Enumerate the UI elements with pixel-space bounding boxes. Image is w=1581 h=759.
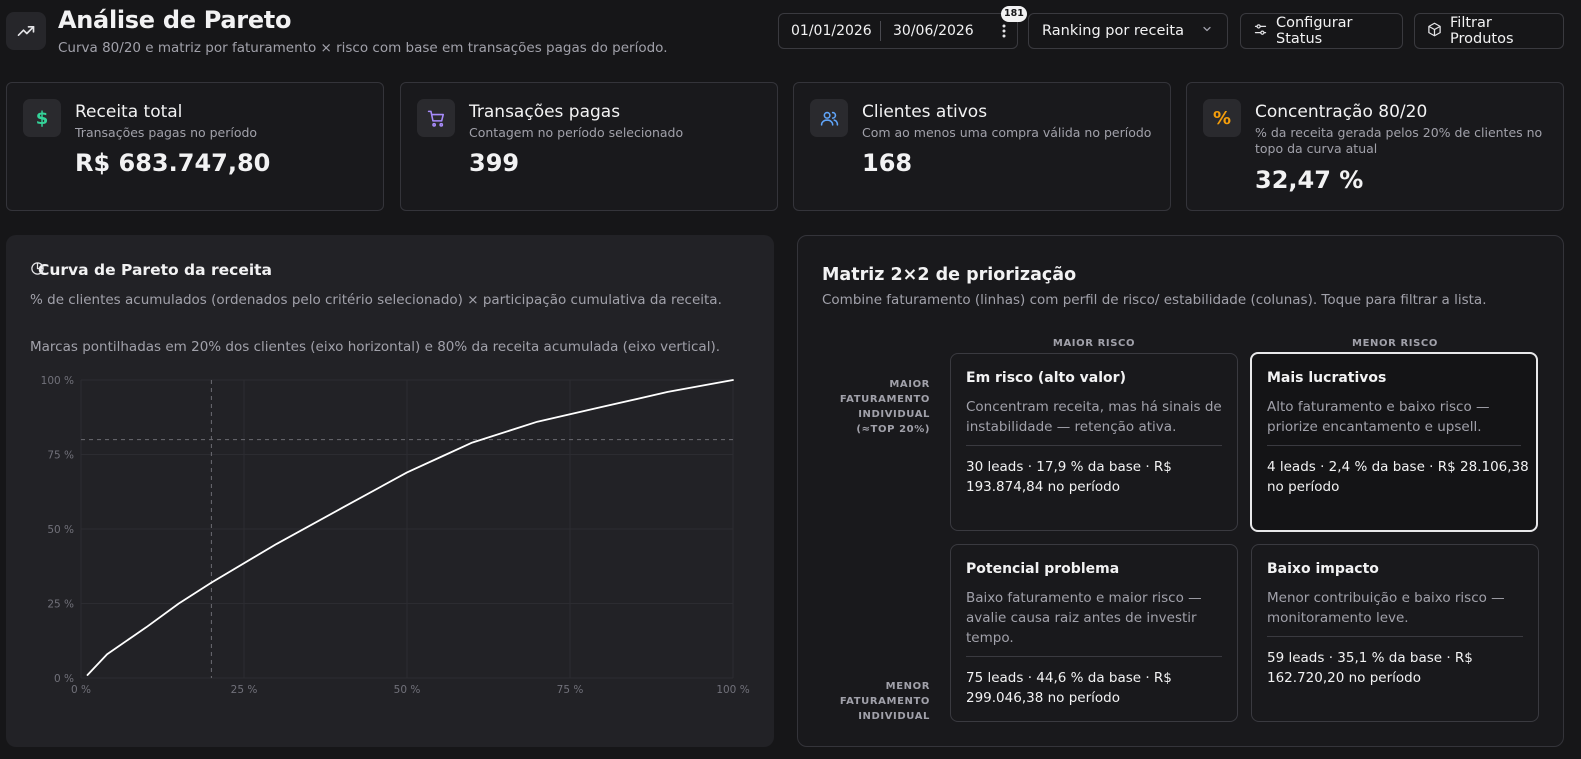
filter-products-button[interactable]: Filtrar Produtos [1414,13,1564,49]
cell-divider [966,656,1222,657]
column-header-low-risk: MENOR RISCO [1352,338,1438,349]
cell-stats: 75 leads · 44,6 % da base · R$ 299.046,3… [966,670,1172,706]
more-vertical-icon[interactable] [991,14,1017,48]
cell-divider [966,445,1222,446]
cell-title: Em risco (alto valor) [966,370,1126,386]
kpi-card-concentration: % Concentração 80/20 % da receita gerada… [1186,82,1564,211]
chart-note: Marcas pontilhadas em 20% dos clientes (… [30,339,720,355]
configure-status-button[interactable]: Configurar Status [1240,13,1403,49]
page-title: Análise de Pareto [58,6,292,34]
y-tick-label: 0 % [54,673,74,685]
y-tick-label: 25 % [47,599,74,611]
column-header-high-risk: MAIOR RISCO [1052,338,1136,349]
row-header-low-revenue: MENOR FATURAMENTO INDIVIDUAL [839,681,930,722]
matrix-description: Combine faturamento (linhas) com perfil … [822,292,1487,308]
chart-description: % de clientes acumulados (ordenados pelo… [30,292,722,308]
configure-status-label: Configurar Status [1276,15,1353,47]
kpi-subtitle: Com ao menos uma compra válida no períod… [862,125,1152,140]
cell-title: Baixo impacto [1267,561,1379,577]
cell-description: Baixo faturamento e maior risco — avalie… [966,590,1202,646]
ranking-select-value: Ranking por receita [1042,23,1184,39]
y-tick-label: 50 % [47,524,74,536]
chart-title-text: Curva de Pareto da receita [38,261,273,279]
kpi-card-clients: Clientes ativos Com ao menos uma compra … [793,82,1171,211]
dollar-icon: $ [23,99,61,137]
cell-stats: 30 leads · 17,9 % da base · R$ 193.874,8… [966,459,1172,495]
kpi-title: Transações pagas [469,102,621,122]
ranking-select[interactable]: Ranking por receita [1028,13,1228,49]
cell-description: Concentram receita, mas há sinais de ins… [966,399,1222,435]
kpi-title: Clientes ativos [862,102,988,122]
chevron-down-icon [1201,23,1213,39]
cell-title: Mais lucrativos [1267,370,1387,386]
kpi-title: Receita total [75,102,183,122]
matrix-cell-low-impact[interactable]: Baixo impacto Menor contribuição e baixo… [1251,544,1539,722]
percent-icon: % [1203,99,1241,137]
priority-matrix-card: Matriz 2×2 de priorização Combine fatura… [797,235,1564,747]
x-tick-label: 100 % [716,684,749,696]
cart-icon [417,99,455,137]
kpi-card-transactions: Transações pagas Contagem no período sel… [400,82,778,211]
pareto-chart-card: Curva de Pareto da receita % de clientes… [6,235,774,747]
filter-products-label: Filtrar Produtos [1450,15,1514,47]
cell-divider [1267,636,1523,637]
date-separator [880,21,881,41]
users-icon [810,99,848,137]
y-tick-label: 75 % [47,450,74,462]
pareto-curve-line [86,379,734,676]
kpi-subtitle: Contagem no período selecionado [469,125,684,140]
kpi-title: Concentração 80/20 [1255,102,1428,122]
matrix-cell-potential-problem[interactable]: Potencial problema Baixo faturamento e m… [950,544,1238,722]
kpi-value: 32,47 % [1255,166,1364,194]
kpi-card-revenue: $ Receita total Transações pagas no perí… [6,82,384,211]
cell-description: Alto faturamento e baixo risco — prioriz… [1267,399,1490,435]
chart-title: Curva de Pareto da receita [30,261,272,279]
matrix-cell-at-risk[interactable]: Em risco (alto valor) Concentram receita… [950,353,1238,531]
x-tick-label: 75 % [557,684,584,696]
kpi-value: R$ 683.747,80 [75,149,271,177]
kpi-value: 399 [469,149,520,177]
kpi-subtitle: Transações pagas no período [75,125,258,140]
cell-stats: 4 leads · 2,4 % da base · R$ 28.106,38 n… [1267,459,1529,495]
page-subtitle: Curva 80/20 e matriz por faturamento × r… [58,40,668,56]
x-tick-label: 50 % [394,684,421,696]
matrix-cell-most-profitable[interactable]: Mais lucrativos Alto faturamento e baixo… [1250,352,1538,532]
sliders-icon [1253,22,1268,41]
trending-up-icon [6,12,46,50]
y-tick-label: 100 % [41,375,74,387]
date-start[interactable]: 01/01/2026 [791,23,872,39]
row-header-high-revenue: MAIOR FATURAMENTO INDIVIDUAL (≈TOP 20%) [839,379,930,435]
cell-title: Potencial problema [966,561,1120,577]
kpi-value: 168 [862,149,913,177]
date-range-picker[interactable]: 01/01/2026 30/06/2026 [778,13,1018,49]
pareto-chart: 0 % 25 % 50 % 75 % 100 % 0 % 25 % 50 % 75 % 100 % [41,375,750,696]
kpi-subtitle: % da receita gerada pelos 20% de cliente… [1255,125,1543,156]
x-tick-label: 0 % [71,684,91,696]
cell-divider [1267,445,1521,446]
date-end[interactable]: 30/06/2026 [893,23,974,39]
package-icon [1427,22,1442,41]
cell-description: Menor contribuição e baixo risco — monit… [1267,590,1505,626]
x-tick-label: 25 % [231,684,258,696]
count-badge: 181 [1001,6,1027,22]
matrix-title: Matriz 2×2 de priorização [822,265,1077,285]
cell-stats: 59 leads · 35,1 % da base · R$ 162.720,2… [1267,650,1473,686]
